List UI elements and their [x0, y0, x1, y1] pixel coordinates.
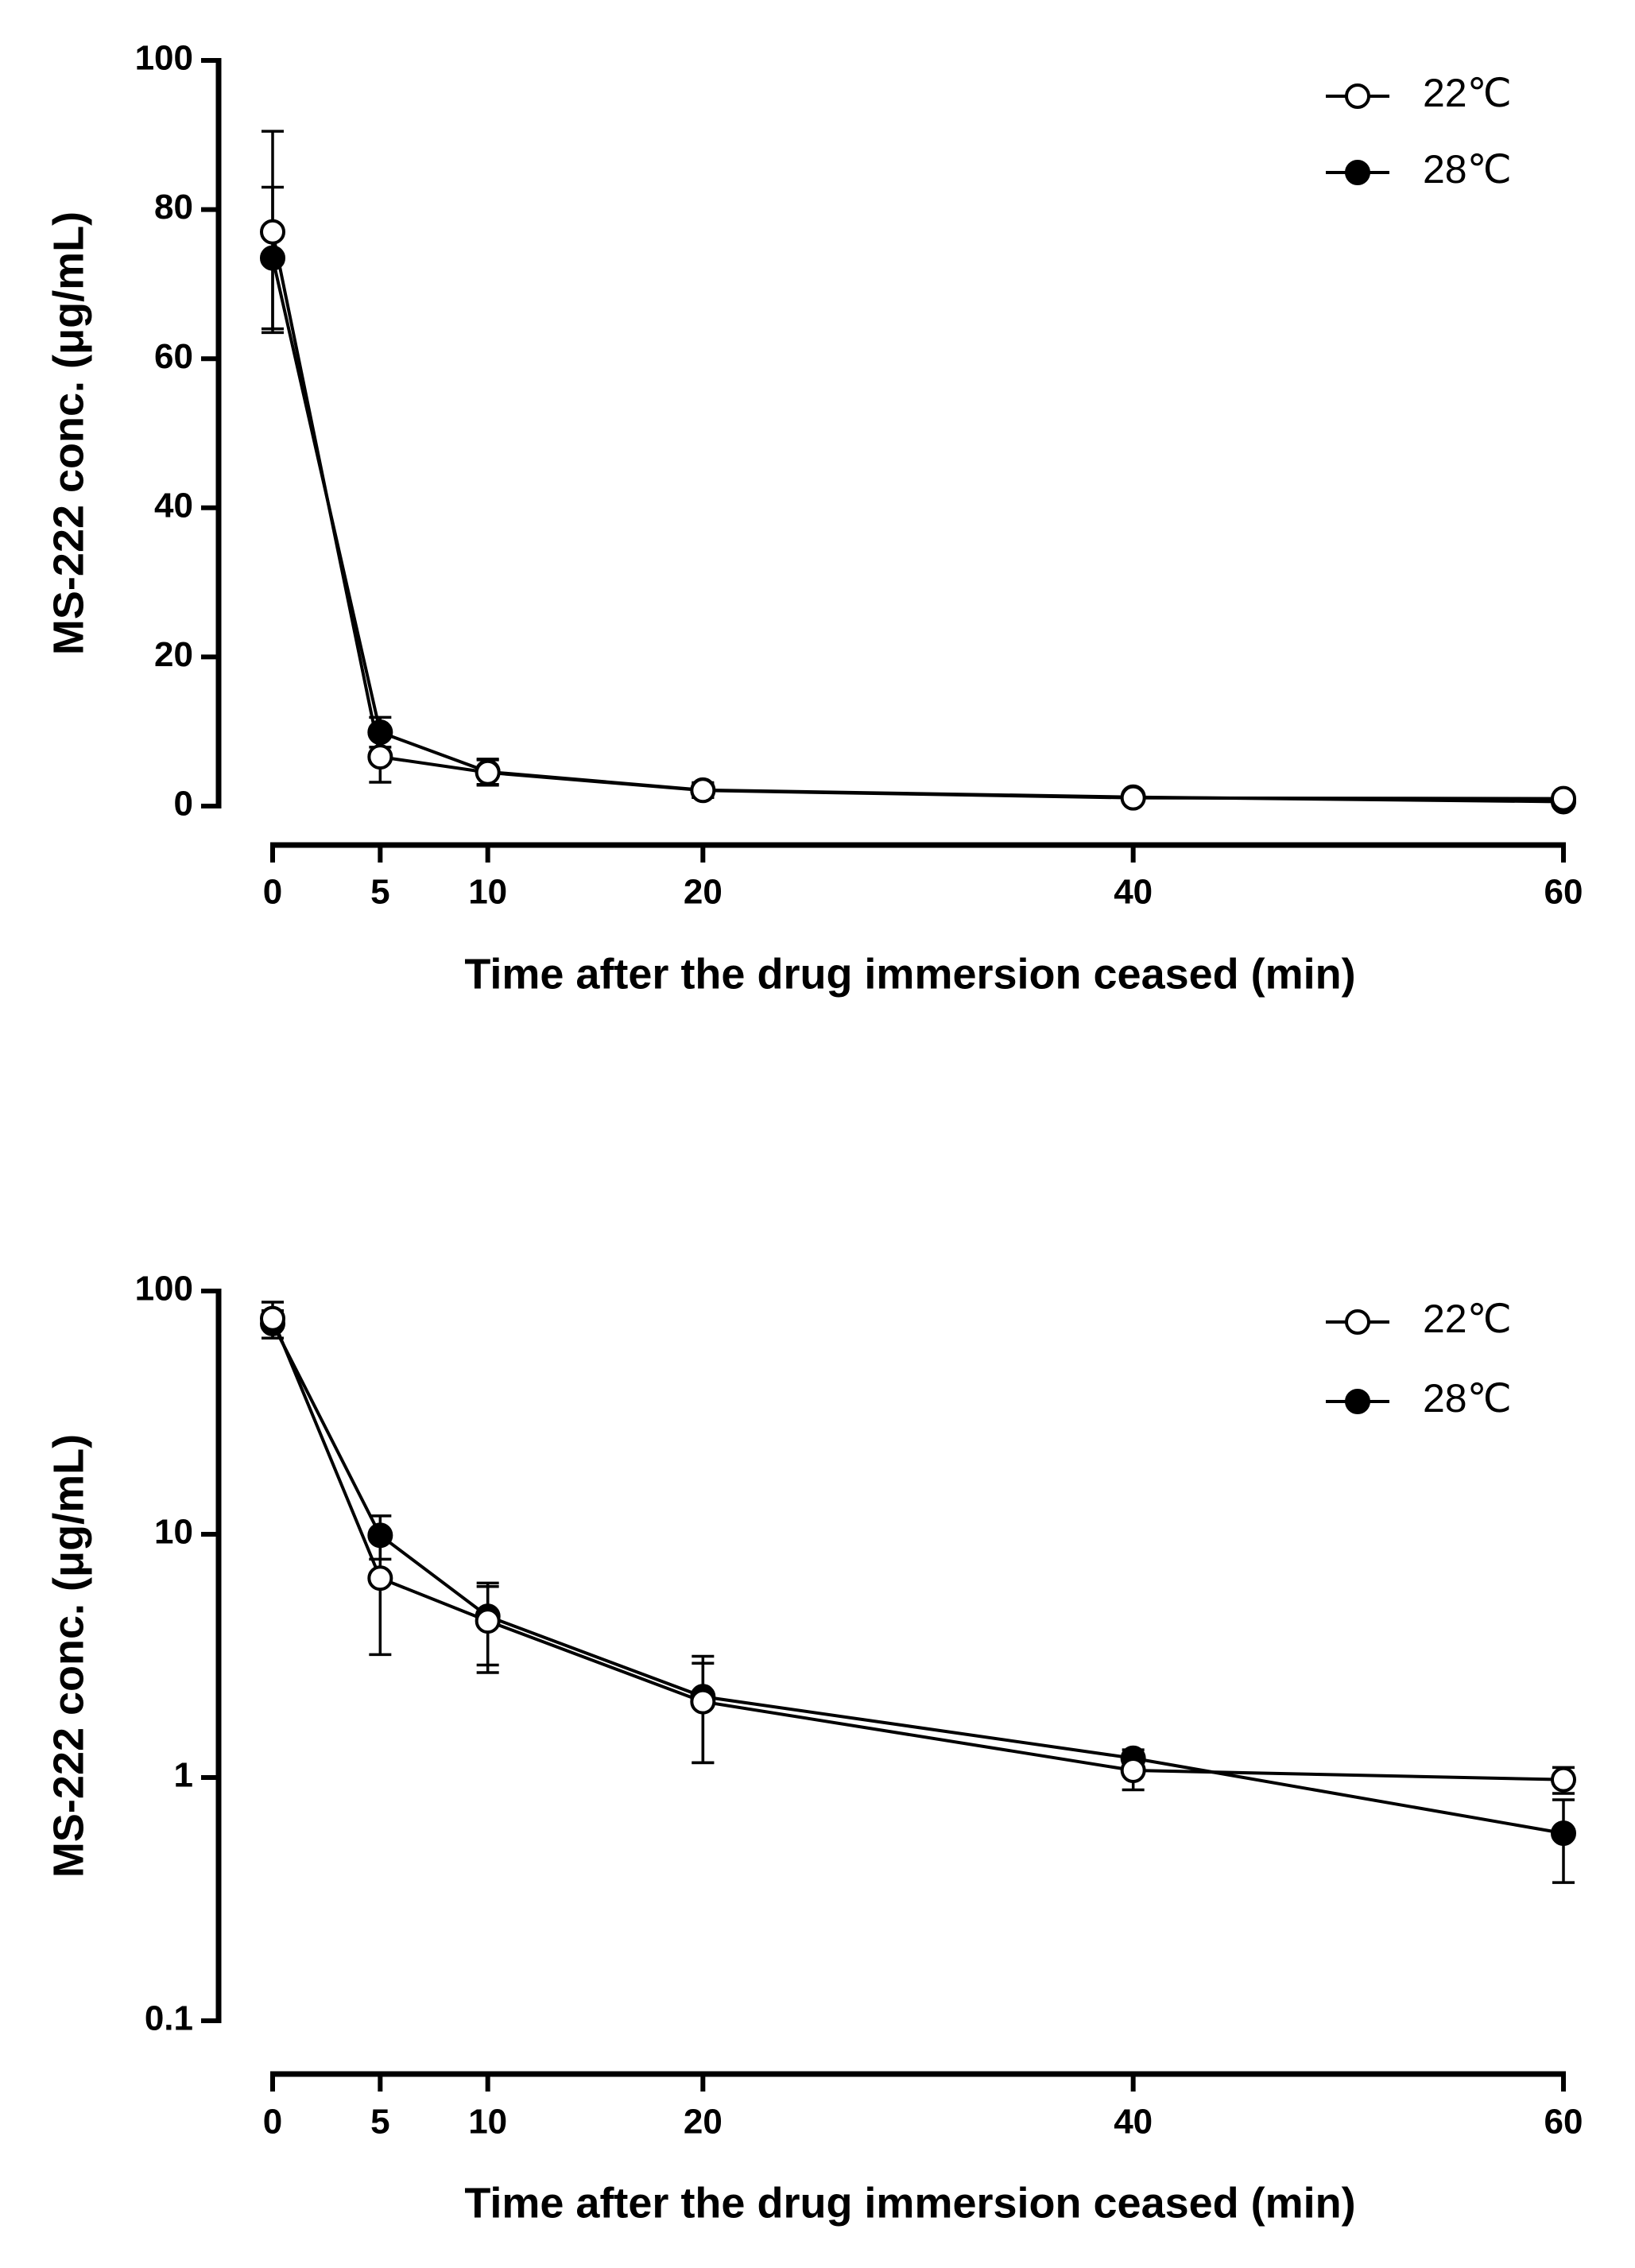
y-tick-label: 100 — [135, 39, 193, 78]
marker — [475, 759, 501, 785]
legend-marker — [1345, 1389, 1370, 1414]
error-bar — [369, 1533, 392, 1657]
x-tick-label: 10 — [468, 873, 507, 912]
x-tick-label: 20 — [684, 873, 723, 912]
marker — [367, 1565, 393, 1591]
y-tick-label: 0.1 — [145, 1999, 193, 2038]
marker — [260, 1305, 285, 1332]
x-tick-label: 20 — [684, 2103, 723, 2142]
x-tick-label: 40 — [1114, 2103, 1153, 2142]
y-axis-title: MS-222 conc. (μg/mL) — [45, 211, 92, 655]
marker — [367, 744, 393, 770]
series-line — [271, 1317, 1564, 1781]
marker — [1551, 1766, 1576, 1793]
series-line — [271, 231, 1564, 801]
x-tick-label: 60 — [1544, 2103, 1583, 2142]
marker — [260, 219, 285, 245]
y-tick-label: 100 — [135, 1270, 193, 1308]
x-axis-title: Time after the drug immersion ceased (mi… — [464, 2179, 1355, 2227]
x-tick-label: 0 — [263, 873, 282, 912]
y-tick-label: 0 — [174, 785, 193, 824]
y-tick-label: 1 — [174, 1756, 193, 1795]
x-tick-label: 40 — [1114, 873, 1153, 912]
y-tick-label: 80 — [154, 188, 193, 227]
legend-label: 28℃ — [1423, 1376, 1512, 1421]
legend-marker — [1345, 1309, 1370, 1335]
x-tick-label: 0 — [263, 2103, 282, 2142]
marker — [475, 1608, 501, 1634]
marker — [1551, 1820, 1576, 1847]
y-axis-title: MS-222 conc. (μg/mL) — [45, 1434, 92, 1878]
legend-marker — [1345, 83, 1370, 109]
marker — [690, 777, 716, 804]
marker — [1551, 785, 1576, 812]
y-tick-label: 10 — [154, 1513, 193, 1552]
marker — [690, 1688, 716, 1715]
marker — [1120, 785, 1146, 811]
legend-label: 28℃ — [1423, 147, 1512, 192]
x-tick-label: 60 — [1544, 873, 1583, 912]
legend-marker — [1345, 160, 1370, 185]
x-tick-label: 5 — [370, 2103, 389, 2142]
y-tick-label: 20 — [154, 635, 193, 674]
x-axis-title: Time after the drug immersion ceased (mi… — [464, 950, 1355, 998]
x-tick-label: 10 — [468, 2103, 507, 2142]
y-tick-label: 40 — [154, 486, 193, 525]
y-tick-label: 60 — [154, 337, 193, 376]
marker — [1120, 1758, 1146, 1784]
series-line — [271, 258, 1564, 804]
legend-label: 22℃ — [1423, 1297, 1512, 1341]
legend-label: 22℃ — [1423, 71, 1512, 115]
x-tick-label: 5 — [370, 873, 389, 912]
